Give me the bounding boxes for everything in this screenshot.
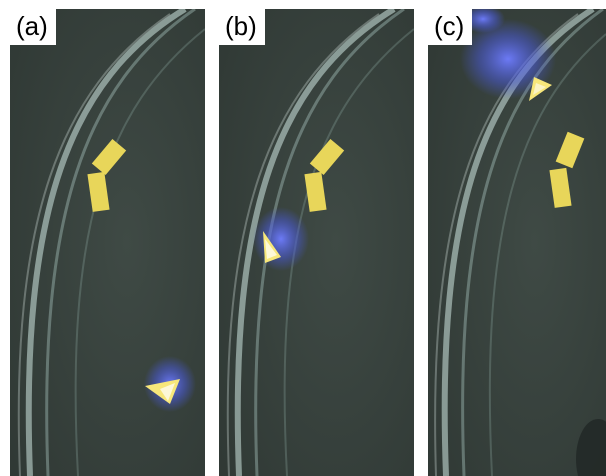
blue-glow <box>253 207 309 271</box>
panel-label: (b) <box>219 9 265 45</box>
dish-rim-inner <box>45 9 196 476</box>
paper-square <box>91 138 127 176</box>
dish-rim-inner <box>461 9 604 476</box>
panel-label: (c) <box>428 9 473 45</box>
panel-c: (c) <box>428 9 606 476</box>
paper-square <box>549 167 572 208</box>
panel-label: (a) <box>10 9 56 45</box>
panel-b: (b) <box>219 9 414 476</box>
paper-square <box>304 171 327 212</box>
photo-c <box>428 9 606 476</box>
paper-square <box>555 131 585 169</box>
photo-a <box>10 9 205 476</box>
panel-a: (a) <box>10 9 205 476</box>
blue-glow <box>460 19 556 99</box>
dish-rim-outer <box>25 9 187 476</box>
paper-square <box>87 171 110 212</box>
photo-b <box>219 9 414 476</box>
dish-rim-outer <box>234 9 396 476</box>
paper-square <box>309 138 345 176</box>
dish-rim-inner <box>254 9 405 476</box>
